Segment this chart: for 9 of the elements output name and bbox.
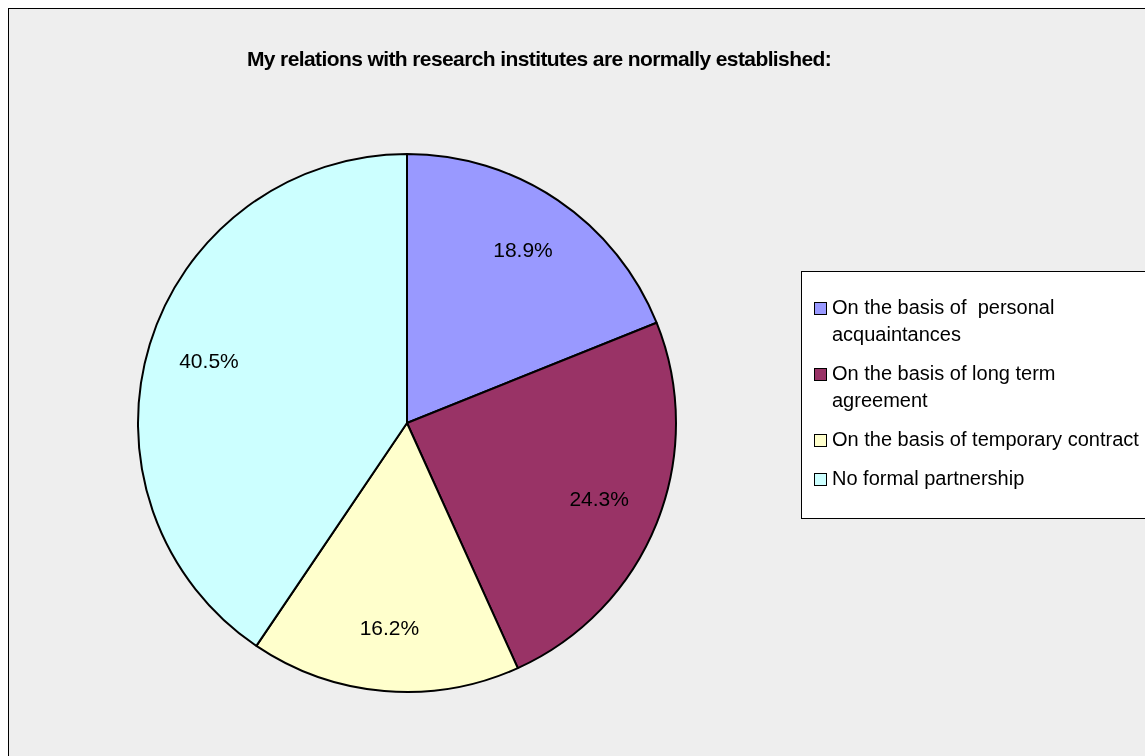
data-label: 16.2% — [359, 616, 420, 640]
legend-label: No formal partnership — [832, 466, 1025, 491]
data-label: 24.3% — [569, 487, 629, 511]
data-label: 40.5% — [179, 349, 239, 373]
legend-label: On the basis of temporary contract — [832, 427, 1139, 452]
legend-label: On the basis of personal acquaintances — [832, 295, 1056, 347]
legend-label: On the basis of long term agreement — [832, 361, 1057, 413]
data-label: 18.9% — [493, 238, 553, 262]
chart-title: My relations with research institutes are normally established: — [245, 47, 833, 71]
